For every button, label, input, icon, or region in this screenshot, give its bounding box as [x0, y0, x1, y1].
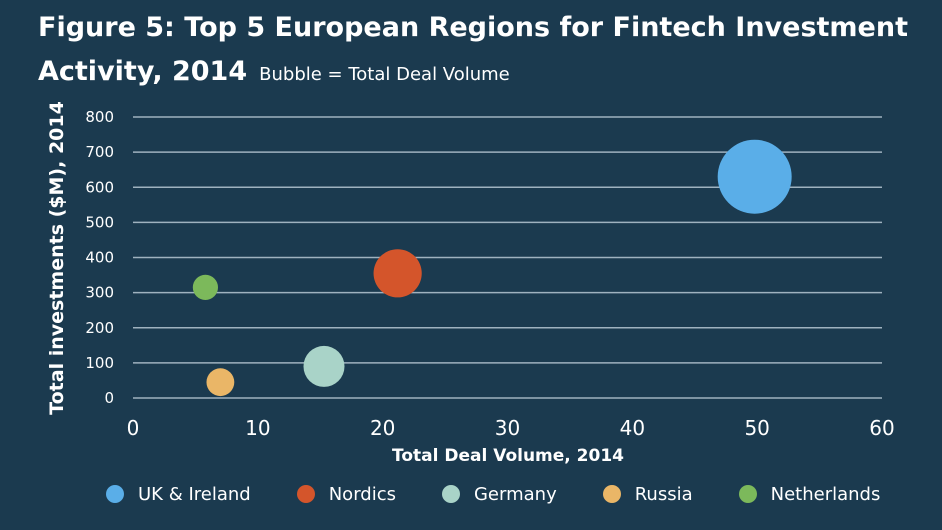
chart-legend: UK & Ireland Nordics Germany Russia Netherla… [106, 480, 906, 508]
gridlines [133, 116, 882, 399]
legend-swatch [738, 485, 757, 503]
legend-label: UK & Ireland [138, 483, 251, 505]
y-tick-label: 400 [85, 249, 114, 267]
legend-item: Germany [441, 483, 557, 505]
y-tick-label: 100 [85, 354, 114, 372]
y-tick-label: 200 [85, 319, 114, 337]
chart-title-text: Figure 5: Top 5 European Regions for Fin… [38, 12, 908, 87]
x-tick-label: 0 [127, 416, 140, 440]
x-axis-ticks: 0 10 20 30 40 50 60 [127, 416, 895, 440]
bubble-uk-ireland [717, 139, 792, 214]
y-tick-label: 0 [104, 389, 114, 407]
y-axis-ticks: 0 100 200 300 400 500 600 700 800 [85, 108, 114, 407]
chart-title: Figure 5: Top 5 European Regions for Fin… [38, 6, 918, 97]
y-axis-label: Total investments ($M), 2014 [46, 101, 68, 415]
bubble-russia [206, 368, 235, 397]
bubble-germany [303, 345, 345, 387]
legend-item: Netherlands [738, 483, 881, 505]
x-tick-label: 60 [869, 416, 894, 440]
y-tick-label: 700 [85, 143, 114, 161]
y-tick-label: 800 [85, 108, 114, 126]
bubbles [192, 139, 792, 397]
x-tick-label: 50 [744, 416, 769, 440]
y-tick-label: 300 [85, 284, 114, 302]
legend-swatch [602, 485, 621, 503]
y-tick-label: 500 [85, 213, 114, 231]
legend-swatch [296, 485, 315, 503]
y-tick-label: 600 [85, 178, 114, 196]
x-tick-label: 40 [620, 416, 645, 440]
bubble-netherlands [192, 274, 219, 300]
legend-label: Russia [634, 483, 693, 505]
legend-item: UK & Ireland [106, 484, 251, 505]
chart-subtitle: Bubble = Total Deal Volume [259, 64, 510, 85]
x-tick-label: 20 [370, 416, 395, 440]
x-axis-label: Total Deal Volume, 2014 [392, 446, 624, 466]
legend-swatch [106, 485, 124, 503]
x-tick-label: 30 [495, 416, 520, 440]
legend-swatch [441, 485, 460, 503]
legend-label: Nordics [328, 483, 396, 505]
legend-label: Germany [473, 483, 557, 505]
x-tick-label: 10 [245, 416, 270, 440]
legend-item: Nordics [296, 483, 396, 505]
legend-item: Russia [602, 483, 693, 505]
legend-label: Netherlands [770, 483, 881, 505]
bubble-nordics [373, 249, 422, 298]
